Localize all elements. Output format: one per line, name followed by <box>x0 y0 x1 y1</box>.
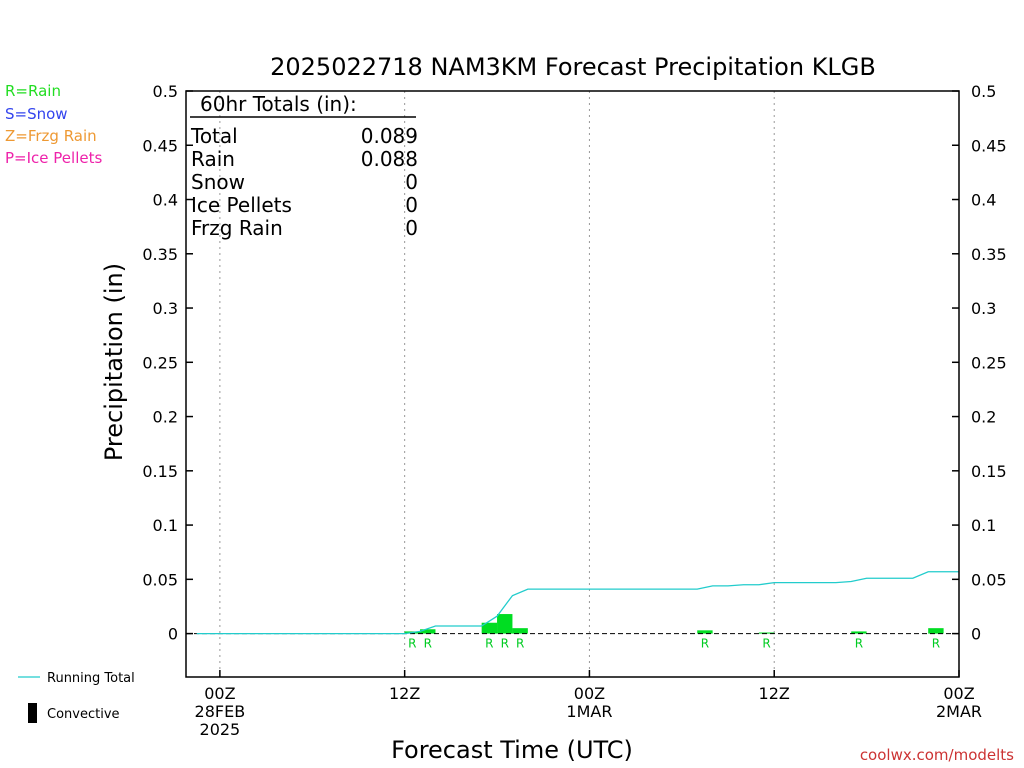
y-tick-label: 0.45 <box>971 136 1007 155</box>
precip-bar <box>497 614 513 634</box>
x-tick-label: 2MAR <box>936 702 982 721</box>
y-ticks: 0 00.05 0.050.1 0.10.15 0.150.2 0.20.25 0.250.… <box>142 82 1006 644</box>
ptype-label: R <box>855 637 863 651</box>
precip-bar <box>481 622 498 634</box>
y-tick-label: 0.5 <box>971 82 996 101</box>
ptype-legend-ice-pellets: P=Ice Pellets <box>5 149 102 167</box>
precip-bar <box>697 630 713 634</box>
precip-bar <box>1005 631 1020 633</box>
x-tick-label: 12Z <box>389 684 420 703</box>
y-tick-label: 0.15 <box>971 462 1007 481</box>
y-tick-label: 0 <box>971 625 981 644</box>
ptype-label: R <box>762 637 770 651</box>
totals-label: Snow <box>191 170 245 194</box>
ptype-label: R <box>485 637 493 651</box>
ptype-label: R <box>516 637 524 651</box>
credit-text: coolwx.com/modelts <box>860 746 1014 764</box>
legend-convective-swatch <box>28 703 37 723</box>
x-tick-label: 00Z <box>204 684 235 703</box>
totals-value: 0 <box>405 216 418 240</box>
totals-label: Ice Pellets <box>191 193 292 217</box>
x-tick-label: 00Z <box>943 684 974 703</box>
precip-bar <box>420 629 436 634</box>
legend-convective: Convective <box>47 707 120 722</box>
y-tick-label: 0.2 <box>971 408 996 427</box>
precip-bar <box>928 628 944 634</box>
y-tick-label: 0.45 <box>142 136 178 155</box>
totals-value: 0 <box>405 170 418 194</box>
ptype-label: R <box>424 637 432 651</box>
totals-value: 0.088 <box>361 147 418 171</box>
precip-bar <box>512 628 528 634</box>
y-tick-label: 0.25 <box>971 353 1007 372</box>
x-tick-label: 12Z <box>759 684 790 703</box>
y-tick-label: 0.4 <box>153 191 178 210</box>
running-total-line <box>196 571 959 635</box>
bars-layer <box>404 614 1024 634</box>
y-tick-label: 0 <box>168 625 178 644</box>
y-tick-label: 0.3 <box>971 299 996 318</box>
totals-value: 0.089 <box>361 124 418 148</box>
ptype-label: R <box>701 637 709 651</box>
y-tick-label: 0.2 <box>153 408 178 427</box>
x-tick-label: 00Z <box>574 684 605 703</box>
legend-running-total: Running Total <box>47 671 135 686</box>
totals-value: 0 <box>405 193 418 217</box>
x-tick-label: 2025 <box>200 720 241 739</box>
y-tick-label: 0.35 <box>142 245 178 264</box>
series-legend: Running Total Convective <box>18 671 135 723</box>
ptype-legend-snow: S=Snow <box>5 105 68 123</box>
y-tick-label: 0.4 <box>971 191 996 210</box>
ptype-label: R <box>501 637 509 651</box>
totals-box: 60hr Totals (in): Total 0.089 Rain 0.088… <box>190 92 418 240</box>
totals-label: Rain <box>191 147 235 171</box>
ptype-label: R <box>408 637 416 651</box>
y-tick-label: 0.05 <box>142 570 178 589</box>
y-tick-label: 0.1 <box>153 516 178 535</box>
ptype-legend-frzg-rain: Z=Frzg Rain <box>5 127 97 145</box>
ptype-label: R <box>932 637 940 651</box>
x-axis-label: Forecast Time (UTC) <box>391 736 633 764</box>
totals-label: Total <box>190 124 238 148</box>
chart-title: 2025022718 NAM3KM Forecast Precipitation… <box>270 53 876 81</box>
y-tick-label: 0.25 <box>142 353 178 372</box>
totals-header: 60hr Totals (in): <box>200 92 357 116</box>
y-tick-label: 0.35 <box>971 245 1007 264</box>
y-tick-label: 0.3 <box>153 299 178 318</box>
plot-frame <box>185 90 960 678</box>
precip-bar <box>758 632 775 634</box>
y-tick-label: 0.15 <box>142 462 178 481</box>
ptype-legend: R=Rain S=Snow Z=Frzg Rain P=Ice Pellets <box>5 82 102 167</box>
x-tick-label: 28FEB <box>195 702 246 721</box>
totals-label: Frzg Rain <box>191 216 283 240</box>
y-tick-label: 0.05 <box>971 570 1007 589</box>
precip-bar <box>1021 626 1024 634</box>
y-tick-label: 0.1 <box>971 516 996 535</box>
precip-bar <box>851 631 867 634</box>
y-axis-label: Precipitation (in) <box>100 263 128 461</box>
y-tick-label: 0.5 <box>153 82 178 101</box>
x-tick-label: 1MAR <box>566 702 612 721</box>
ptype-legend-rain: R=Rain <box>5 82 61 100</box>
